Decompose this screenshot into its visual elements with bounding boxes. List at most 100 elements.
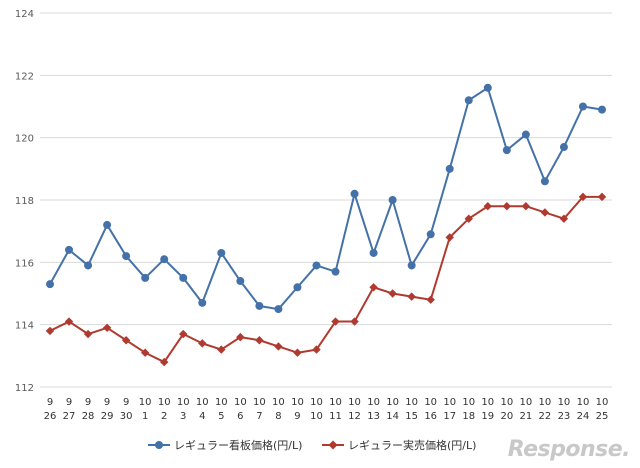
data-point-series-2 bbox=[445, 233, 454, 242]
y-tick-label: 122 bbox=[15, 71, 34, 82]
data-point-series-1 bbox=[559, 143, 568, 152]
data-point-series-1 bbox=[179, 273, 188, 282]
data-point-series-1 bbox=[122, 252, 131, 261]
data-point-series-1 bbox=[578, 102, 587, 111]
x-tick-label-day: 10 bbox=[310, 411, 323, 422]
data-point-series-1 bbox=[540, 177, 549, 186]
data-point-series-2 bbox=[350, 317, 359, 326]
data-point-series-2 bbox=[502, 202, 512, 211]
data-point-series-1 bbox=[350, 189, 359, 198]
x-tick-label-month: 10 bbox=[519, 397, 532, 408]
series-line-1 bbox=[49, 86, 603, 311]
data-point-series-1 bbox=[331, 267, 340, 276]
data-point-series-2 bbox=[540, 208, 550, 217]
data-point-series-2 bbox=[255, 336, 264, 345]
data-point-series-1 bbox=[369, 248, 378, 257]
x-tick-label-day: 9 bbox=[294, 411, 300, 422]
x-tick-label-month: 10 bbox=[558, 397, 571, 408]
x-tick-label-day: 12 bbox=[348, 411, 361, 422]
x-tick-label-month: 10 bbox=[158, 397, 171, 408]
series-line-2 bbox=[49, 195, 602, 364]
x-tick-label-month: 10 bbox=[424, 397, 437, 408]
x-tick-label-day: 6 bbox=[237, 411, 243, 422]
data-point-series-2 bbox=[293, 348, 302, 357]
data-point-series-2 bbox=[160, 357, 169, 367]
x-tick-label-month: 10 bbox=[348, 397, 361, 408]
x-tick-label-month: 10 bbox=[443, 397, 456, 408]
x-tick-label-day: 18 bbox=[462, 411, 475, 422]
x-tick-label-month: 10 bbox=[539, 397, 552, 408]
data-point-series-1 bbox=[236, 277, 245, 286]
data-point-series-1 bbox=[464, 96, 473, 105]
data-point-series-2 bbox=[331, 317, 340, 326]
y-tick-label: 124 bbox=[15, 9, 34, 20]
data-point-series-2 bbox=[407, 292, 416, 301]
x-tick-label-day: 17 bbox=[443, 411, 456, 422]
data-point-series-1 bbox=[426, 230, 435, 239]
x-tick-label-month: 10 bbox=[577, 397, 590, 408]
x-tick-label-day: 23 bbox=[558, 411, 571, 422]
data-point-series-1 bbox=[483, 83, 492, 92]
x-tick-label-month: 9 bbox=[123, 397, 129, 408]
x-tick-label-day: 8 bbox=[275, 411, 281, 422]
x-tick-label-month: 9 bbox=[104, 397, 110, 408]
legend-item-series-2: レギュラー実売価格(円/L) bbox=[322, 437, 476, 453]
x-tick-label-day: 1 bbox=[142, 411, 148, 422]
data-point-series-1 bbox=[160, 255, 169, 264]
x-tick-label-month: 10 bbox=[329, 397, 342, 408]
x-tick-label-day: 7 bbox=[256, 411, 262, 422]
x-tick-label-day: 28 bbox=[82, 411, 95, 422]
data-point-series-1 bbox=[274, 305, 283, 314]
data-point-series-1 bbox=[141, 273, 150, 282]
data-point-series-1 bbox=[103, 220, 112, 229]
watermark-logo: Response. bbox=[507, 437, 631, 462]
x-tick-label-day: 26 bbox=[44, 411, 57, 422]
y-tick-label: 116 bbox=[15, 258, 34, 269]
x-tick-label-day: 30 bbox=[120, 411, 133, 422]
data-point-series-1 bbox=[388, 196, 397, 204]
data-point-series-1 bbox=[293, 283, 302, 292]
x-tick-label-month: 10 bbox=[310, 397, 323, 408]
x-tick-label-month: 10 bbox=[272, 397, 285, 408]
x-tick-label-month: 10 bbox=[386, 397, 399, 408]
x-tick-label-day: 4 bbox=[199, 411, 205, 422]
data-point-series-2 bbox=[45, 326, 55, 336]
x-tick-label-month: 9 bbox=[47, 397, 53, 408]
data-point-series-1 bbox=[217, 248, 226, 257]
data-point-series-2 bbox=[64, 317, 74, 326]
x-tick-label-day: 13 bbox=[367, 411, 380, 422]
x-tick-label-day: 5 bbox=[218, 411, 224, 422]
x-tick-label-month: 10 bbox=[177, 397, 190, 408]
x-tick-label-day: 25 bbox=[596, 411, 609, 422]
data-point-series-2 bbox=[236, 332, 245, 342]
data-point-series-1 bbox=[407, 261, 416, 270]
data-point-series-2 bbox=[369, 283, 378, 292]
x-tick-label-day: 11 bbox=[329, 411, 342, 422]
data-point-series-2 bbox=[121, 336, 131, 345]
data-point-series-1 bbox=[46, 280, 54, 289]
data-point-series-1 bbox=[312, 261, 321, 270]
x-tick-label-day: 14 bbox=[386, 411, 399, 422]
data-point-series-2 bbox=[140, 348, 150, 357]
x-tick-label-month: 10 bbox=[596, 397, 609, 408]
data-point-series-2 bbox=[388, 289, 397, 298]
data-point-series-1 bbox=[502, 146, 511, 155]
data-point-series-1 bbox=[445, 164, 454, 173]
legend-item-series-1: レギュラー看板価格(円/L) bbox=[148, 437, 302, 453]
data-point-series-2 bbox=[464, 214, 473, 223]
data-point-series-2 bbox=[578, 192, 588, 202]
x-tick-label-month: 10 bbox=[234, 397, 247, 408]
legend-swatch-series-2 bbox=[322, 440, 344, 450]
data-point-series-2 bbox=[83, 329, 93, 339]
data-point-series-1 bbox=[255, 301, 264, 310]
x-tick-label-month: 9 bbox=[85, 397, 91, 408]
data-point-series-1 bbox=[84, 261, 93, 270]
data-point-series-2 bbox=[521, 202, 531, 211]
x-tick-label-day: 16 bbox=[424, 411, 437, 422]
data-point-series-2 bbox=[312, 345, 321, 354]
x-tick-label-day: 24 bbox=[577, 411, 590, 422]
x-tick-label-day: 15 bbox=[405, 411, 418, 422]
data-point-series-2 bbox=[274, 342, 283, 351]
x-tick-label-day: 21 bbox=[519, 411, 532, 422]
x-tick-label-month: 10 bbox=[500, 397, 513, 408]
